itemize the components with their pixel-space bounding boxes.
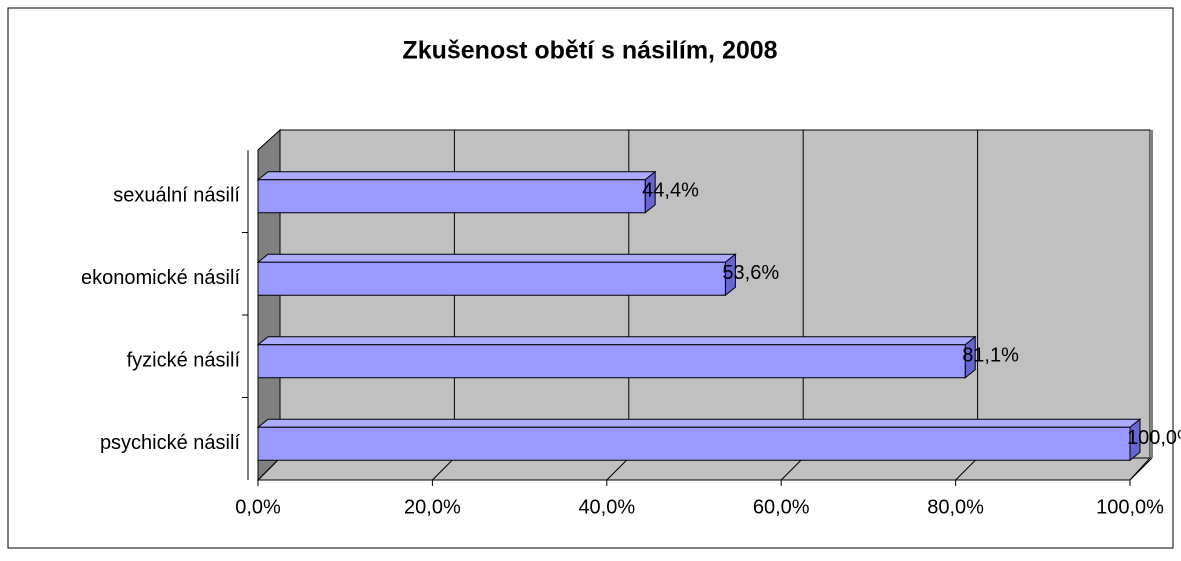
- data-label: 53,6%: [722, 262, 779, 284]
- bar-top: [256, 171, 657, 181]
- data-label: 100,0%: [1127, 427, 1181, 449]
- y-tick-label: sexuální násilí: [113, 185, 240, 207]
- x-tick-label: 100,0%: [1096, 496, 1164, 518]
- bar: [257, 426, 1131, 461]
- y-tick-label: ekonomické násilí: [81, 267, 240, 289]
- bar: [257, 261, 726, 296]
- bar: [257, 179, 646, 214]
- y-tick-label: fyzické násilí: [127, 350, 241, 372]
- grid-line: [1129, 457, 1153, 481]
- bar-top: [256, 418, 1142, 428]
- grid-line: [606, 457, 630, 481]
- x-tick-label: 0,0%: [235, 496, 281, 518]
- grid-line: [257, 457, 281, 481]
- grid-line: [955, 457, 978, 481]
- grid-line: [780, 457, 804, 481]
- x-tick-label: 80,0%: [927, 496, 984, 518]
- bar: [257, 344, 966, 379]
- bar-top: [256, 336, 977, 346]
- grid-line: [432, 457, 455, 481]
- x-tick-label: 60,0%: [753, 496, 810, 518]
- x-tick-label: 40,0%: [578, 496, 635, 518]
- chart-title: Zkušenost obětí s násilím, 2008: [402, 37, 777, 65]
- data-label: 44,4%: [642, 180, 699, 202]
- x-tick-label: 20,0%: [404, 496, 461, 518]
- data-label: 81,1%: [962, 345, 1019, 367]
- floor: [256, 457, 1152, 481]
- bar-top: [256, 253, 737, 263]
- y-tick-label: psychické násilí: [100, 432, 241, 454]
